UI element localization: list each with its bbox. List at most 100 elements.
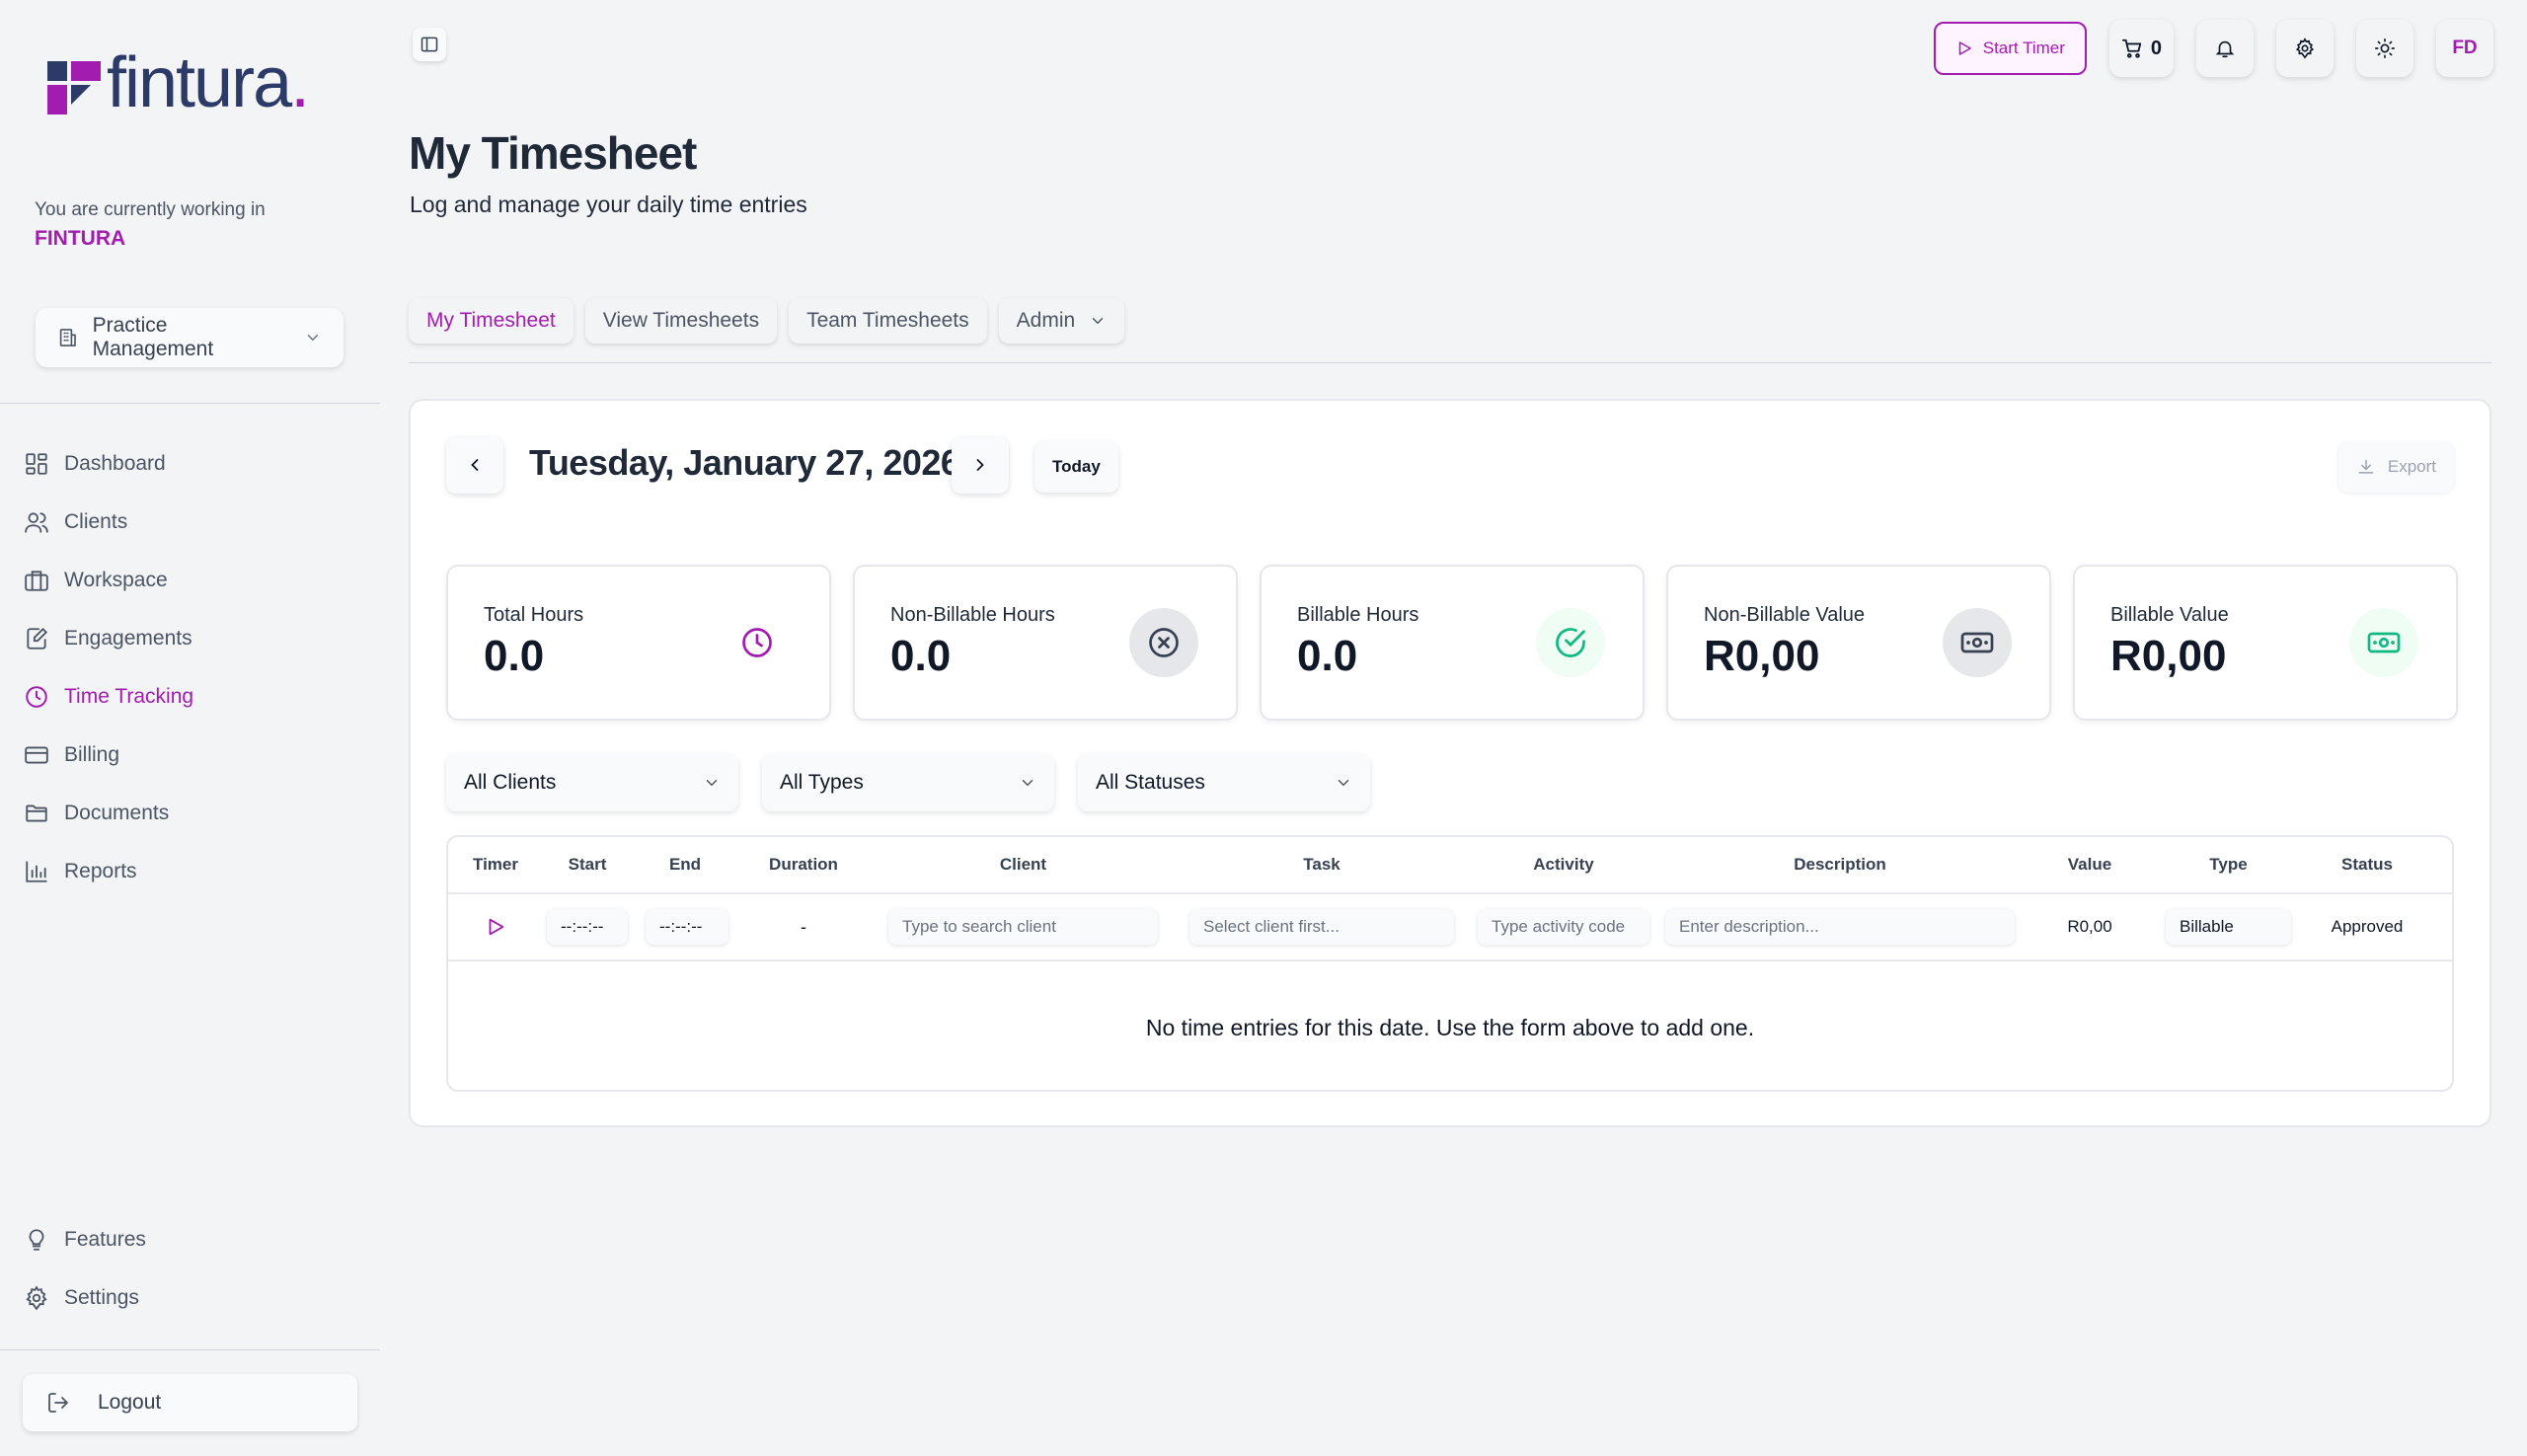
column-header-duration: Duration <box>769 855 838 874</box>
fintura-logo[interactable]: fintura. <box>47 47 310 118</box>
module-selector[interactable]: Practice Management <box>36 308 344 367</box>
tab-view-timesheets[interactable]: View Timesheets <box>584 298 778 344</box>
sidebar-divider <box>0 1349 380 1350</box>
type-cell: Billable <box>2162 894 2295 959</box>
next-day-button[interactable] <box>952 436 1009 494</box>
today-button[interactable]: Today <box>1034 441 1118 493</box>
banknote-icon <box>2349 608 2418 677</box>
value-amount: R0,00 <box>2067 917 2112 936</box>
column-header-end: End <box>668 855 702 874</box>
logo-mark-icon <box>47 61 101 115</box>
tab-team-timesheets[interactable]: Team Timesheets <box>789 298 987 344</box>
sidebar-bottom-nav: Features Settings <box>24 1210 146 1327</box>
duration-value: - <box>801 916 806 937</box>
building-icon <box>59 329 76 346</box>
chevron-left-icon <box>471 459 479 471</box>
sidebar-item-clients[interactable]: Clients <box>24 493 193 551</box>
sidebar-item-label: Billing <box>64 742 120 766</box>
sidebar-item-label: Workspace <box>64 568 168 591</box>
column-header-status: Status <box>2341 855 2393 874</box>
chevron-down-icon <box>1092 318 1104 325</box>
download-icon <box>2358 459 2374 474</box>
export-button[interactable]: Export <box>2337 441 2454 493</box>
top-toolbar: Start Timer 0 FD <box>1933 20 2493 77</box>
sidebar-item-billing[interactable]: Billing <box>24 726 193 784</box>
start-timer-button[interactable]: Start Timer <box>1933 22 2087 75</box>
client-filter-select[interactable]: All Clients <box>446 754 738 811</box>
sidebar-item-documents[interactable]: Documents <box>24 784 193 842</box>
clock-icon <box>723 608 792 677</box>
stat-value: 0.0 <box>890 632 952 680</box>
type-filter-select[interactable]: All Types <box>762 754 1054 811</box>
cart-count: 0 <box>2150 37 2162 59</box>
chevron-right-icon <box>976 459 984 471</box>
stat-card-non-billable-value: Non-Billable Value R0,00 <box>1666 565 2051 721</box>
sidebar-item-reports[interactable]: Reports <box>24 842 193 900</box>
stat-card-total-hours: Total Hours 0.0 <box>446 565 831 721</box>
filter-bar: All Clients All Types All Statuses <box>446 754 1370 811</box>
sidebar-nav: Dashboard Clients Workspace Engagements … <box>24 434 193 900</box>
start-time-cell: --:--:-- <box>543 894 632 959</box>
sidebar-toggle-button[interactable] <box>413 28 446 61</box>
sidebar-divider <box>0 403 380 404</box>
timer-cell <box>448 894 543 959</box>
stat-card-billable-hours: Billable Hours 0.0 <box>1260 565 1645 721</box>
column-header-type: Type <box>2209 855 2248 874</box>
play-icon[interactable] <box>485 916 506 938</box>
clock-icon <box>26 685 47 708</box>
tab-admin-label: Admin <box>1016 309 1076 332</box>
logout-label: Logout <box>98 1391 162 1414</box>
sidebar-item-label: Reports <box>64 859 137 882</box>
sidebar-item-time-tracking[interactable]: Time Tracking <box>24 667 193 726</box>
tab-my-timesheet[interactable]: My Timesheet <box>409 298 574 344</box>
sidebar-item-engagements[interactable]: Engagements <box>24 609 193 667</box>
stat-label: Non-Billable Hours <box>890 604 1055 626</box>
column-header-timer: Timer <box>473 855 518 874</box>
client-search-input[interactable]: Type to search client <box>888 909 1158 945</box>
sidebar-item-label: Clients <box>64 509 128 533</box>
stat-label: Total Hours <box>484 604 584 626</box>
stat-label: Non-Billable Value <box>1704 604 1866 626</box>
column-header-client: Client <box>999 855 1047 874</box>
summary-stats: Total Hours 0.0 Non-Billable Hours 0.0 B… <box>446 565 2458 721</box>
logout-icon <box>48 1393 68 1413</box>
start-time-input[interactable]: --:--:-- <box>547 909 628 945</box>
banknote-icon <box>1943 608 2012 677</box>
folder-icon <box>26 804 47 822</box>
settings-button[interactable] <box>2276 20 2334 77</box>
timesheet-tabs: My Timesheet View Timesheets Team Timesh… <box>409 298 1125 344</box>
status-value: Approved <box>2331 917 2404 936</box>
status-filter-value: All Statuses <box>1096 771 1205 794</box>
activity-code-input[interactable]: Type activity code <box>1478 909 1649 945</box>
stat-card-billable-value: Billable Value R0,00 <box>2073 565 2458 721</box>
cart-button[interactable]: 0 <box>2108 20 2174 77</box>
sidebar: fintura. You are currently working in FI… <box>0 0 380 1456</box>
notifications-button[interactable] <box>2196 20 2254 77</box>
type-select[interactable]: Billable <box>2166 909 2291 945</box>
sidebar-item-settings[interactable]: Settings <box>24 1268 146 1327</box>
task-cell: Select client first... <box>1174 894 1470 959</box>
user-avatar-button[interactable]: FD <box>2436 20 2493 77</box>
sidebar-item-features[interactable]: Features <box>24 1210 146 1268</box>
sidebar-item-label: Features <box>64 1227 146 1251</box>
table-header-row: Timer Start End Duration Client Task Act… <box>448 837 2452 894</box>
description-input[interactable]: Enter description... <box>1665 909 2015 945</box>
sidebar-item-workspace[interactable]: Workspace <box>24 551 193 609</box>
client-filter-value: All Clients <box>464 771 557 794</box>
task-select[interactable]: Select client first... <box>1189 909 1454 945</box>
empty-state-message: No time entries for this date. Use the f… <box>1145 1015 1755 1040</box>
bar-chart-icon <box>26 860 47 882</box>
briefcase-icon <box>25 570 48 591</box>
status-filter-select[interactable]: All Statuses <box>1078 754 1370 811</box>
end-time-input[interactable]: --:--:-- <box>646 909 728 945</box>
tab-admin[interactable]: Admin <box>998 298 1125 344</box>
new-entry-row: --:--:-- --:--:-- - Type to search clien… <box>448 894 2452 961</box>
sidebar-item-dashboard[interactable]: Dashboard <box>24 434 193 493</box>
gear-icon <box>2295 38 2315 59</box>
logo-wordmark: fintura. <box>107 43 310 122</box>
theme-toggle-button[interactable] <box>2356 20 2413 77</box>
working-in-label: You are currently working in <box>35 199 266 220</box>
logout-button[interactable]: Logout <box>23 1374 357 1431</box>
activity-cell: Type activity code <box>1470 894 1657 959</box>
previous-day-button[interactable] <box>446 436 503 494</box>
